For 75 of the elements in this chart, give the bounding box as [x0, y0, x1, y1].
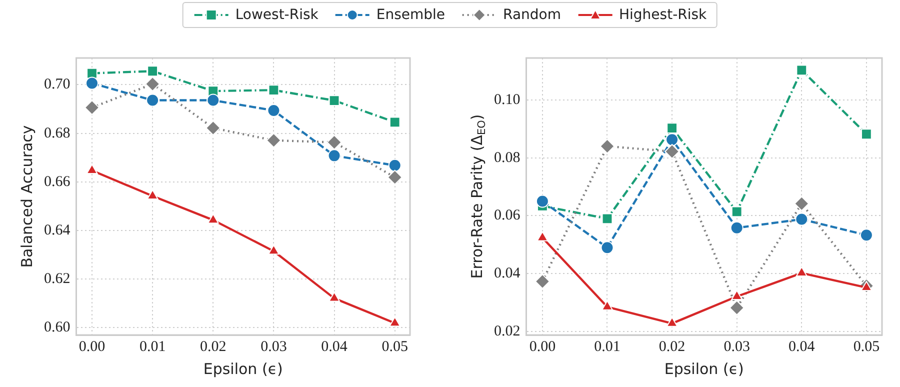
- point: [731, 290, 743, 300]
- x-tick-label: 0.02: [200, 338, 226, 355]
- point: [388, 158, 402, 172]
- x-tick-label: 0.04: [788, 338, 816, 355]
- point: [536, 194, 549, 208]
- point: [600, 138, 615, 154]
- x-tick-label: 0.04: [321, 338, 348, 355]
- point: [666, 316, 678, 327]
- y-tick-label: 0.08: [494, 150, 520, 166]
- x-tick-label: 0.05: [853, 338, 880, 355]
- y-tick-label: 0.60: [44, 320, 70, 336]
- y-tick-label: 0.66: [44, 174, 71, 190]
- point: [534, 274, 550, 289]
- x-axis-title: Epsilon (ϵ): [664, 360, 744, 378]
- point: [602, 213, 613, 224]
- x-tick-label: 0.02: [658, 338, 686, 355]
- point: [389, 316, 401, 327]
- point: [795, 212, 808, 226]
- y-tick-label: 0.68: [44, 125, 70, 142]
- y-tick-label: 0.64: [44, 222, 71, 238]
- y-tick-label: 0.10: [494, 92, 520, 108]
- x-tick-label: 0.03: [260, 338, 287, 355]
- x-tick-label: 0.00: [529, 338, 556, 355]
- point: [387, 170, 402, 185]
- point: [86, 76, 98, 90]
- point: [328, 292, 340, 302]
- legend-label: Random: [503, 7, 562, 23]
- point: [268, 244, 280, 255]
- point: [206, 120, 221, 136]
- point: [145, 76, 160, 92]
- x-tick-label: 0.00: [78, 338, 106, 355]
- point: [267, 104, 280, 117]
- point: [266, 132, 282, 148]
- point: [666, 122, 678, 134]
- point: [326, 134, 342, 150]
- point: [536, 231, 548, 242]
- legend-label: Ensemble: [376, 7, 446, 23]
- point: [146, 94, 160, 107]
- point: [602, 300, 613, 310]
- point: [664, 144, 680, 159]
- x-tick-label: 0.03: [724, 338, 750, 355]
- point: [206, 94, 220, 107]
- point: [860, 228, 873, 242]
- point: [861, 128, 872, 140]
- point: [730, 221, 744, 234]
- point: [389, 116, 400, 128]
- point: [146, 190, 158, 200]
- y-tick-label: 0.70: [44, 76, 70, 93]
- point: [729, 300, 744, 316]
- point: [207, 214, 219, 224]
- point: [328, 95, 340, 106]
- point: [796, 64, 808, 76]
- point: [731, 206, 742, 218]
- legend-label: Lowest-Risk: [235, 7, 318, 23]
- point: [796, 266, 808, 277]
- point: [600, 241, 614, 254]
- point: [666, 133, 679, 146]
- legend-label: Highest-Risk: [619, 7, 707, 23]
- point: [147, 66, 158, 77]
- y-tick-label: 0.62: [44, 271, 70, 288]
- y-tick-label: 0.06: [494, 208, 521, 224]
- point: [86, 164, 98, 174]
- y-tick-label: 0.04: [494, 266, 521, 282]
- point: [268, 84, 280, 96]
- x-tick-label: 0.01: [594, 338, 620, 355]
- y-axis-title: Balanced Accuracy: [18, 125, 36, 268]
- x-axis-title: Epsilon (ϵ): [203, 360, 283, 378]
- x-tick-label: 0.05: [382, 338, 408, 355]
- y-axis-title: Error-Rate Parity (ΔEO): [468, 114, 488, 279]
- y-tick-label: 0.02: [494, 323, 520, 340]
- point: [328, 149, 341, 162]
- point: [84, 100, 100, 116]
- point: [794, 196, 810, 212]
- x-tick-label: 0.01: [139, 338, 166, 355]
- point: [860, 281, 872, 292]
